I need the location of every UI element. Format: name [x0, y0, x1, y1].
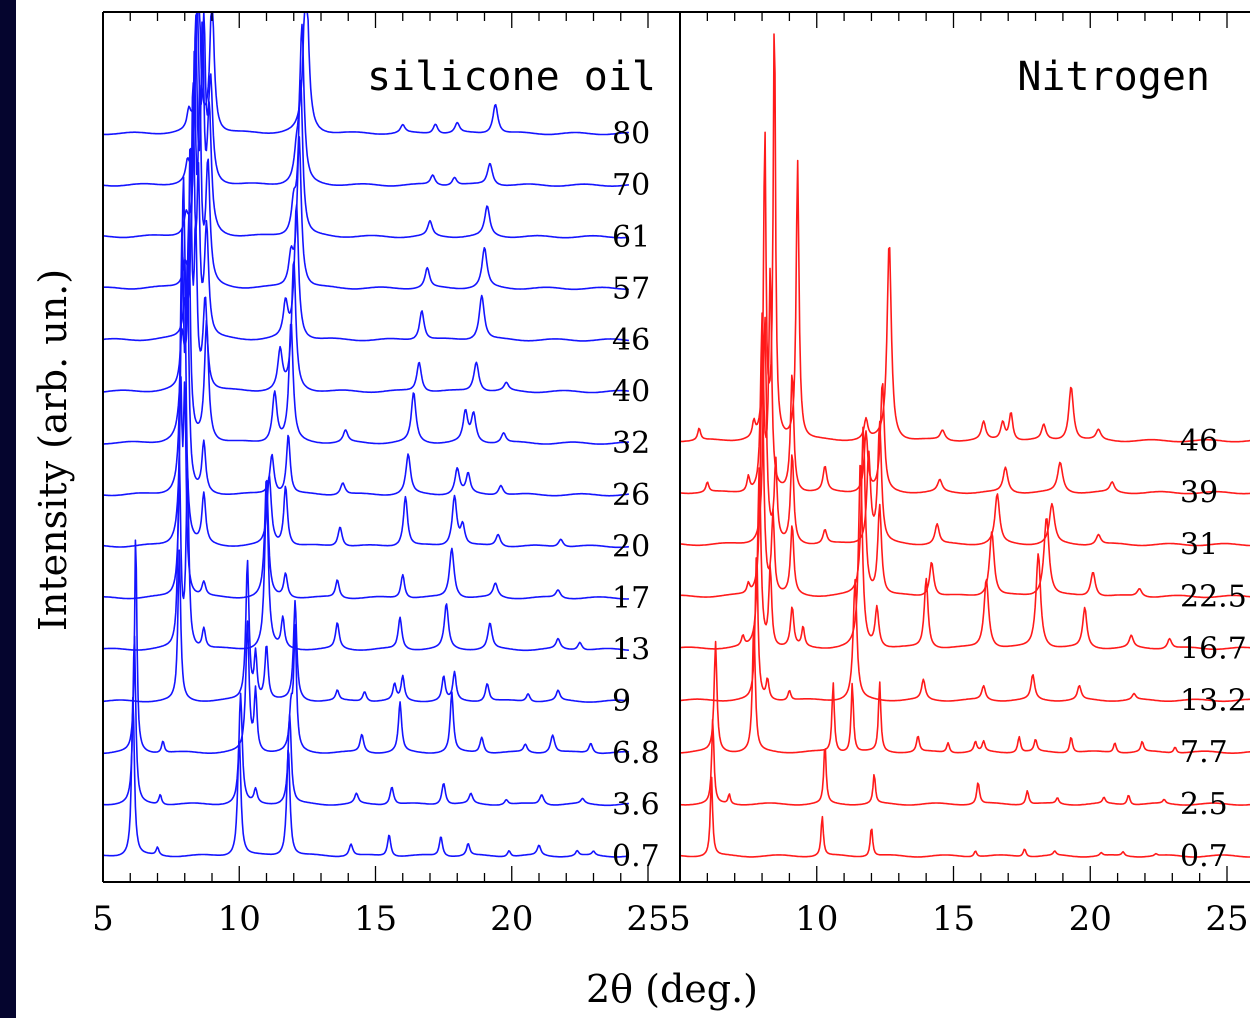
pattern-silicone-80: [103, 11, 629, 136]
pressure-label: 40: [612, 375, 650, 410]
pattern-silicone-0.7: [103, 696, 629, 858]
x-tick-label: 5: [92, 899, 114, 939]
pressure-label: 20: [612, 529, 650, 564]
pattern-silicone-6.8: [103, 539, 629, 755]
pattern-silicone-57: [103, 50, 629, 291]
x-tick-label: 10: [218, 899, 261, 939]
panel-title-nitrogen: Nitrogen: [1017, 54, 1210, 100]
pattern-nitrogen-39: [679, 267, 1250, 495]
pressure-label: 61: [612, 220, 650, 255]
plot-background: [16, 0, 1250, 1018]
pressure-label: 0.7: [1180, 839, 1228, 874]
pressure-label: 0.7: [612, 839, 660, 874]
pattern-nitrogen-0.7: [679, 776, 1250, 858]
x-tick-label: 25: [1205, 899, 1248, 939]
pattern-nitrogen-16.7: [679, 464, 1250, 651]
y-axis-title: Intensity (arb. un.): [31, 269, 75, 631]
x-tick-label: 15: [932, 899, 975, 939]
pressure-label: 46: [1180, 424, 1218, 459]
pattern-silicone-32: [103, 176, 629, 445]
pressure-label: 17: [612, 581, 650, 616]
pattern-silicone-26: [102, 228, 629, 497]
pattern-nitrogen-7.7: [679, 625, 1250, 754]
axes: [102, 11, 1250, 883]
pattern-silicone-61: [103, 14, 629, 239]
pressure-label: 70: [612, 168, 650, 203]
pressure-label: 22.5: [1180, 580, 1247, 615]
pressure-label: 46: [612, 323, 650, 358]
diffraction-patterns: [102, 11, 1250, 858]
x-tick-label: 10: [795, 899, 838, 939]
pressure-label: 80: [612, 117, 650, 152]
x-tick-label: 15: [354, 899, 397, 939]
pattern-nitrogen-2.5: [679, 718, 1250, 806]
x-tick-label: 20: [490, 899, 533, 939]
pattern-silicone-9: [102, 549, 629, 703]
text-labels: 0.7 3.6 6.8 9 13 17 20 26 32 40 46 57 61 70 80 silicone…: [31, 54, 1249, 1011]
pattern-silicone-13: [102, 451, 629, 652]
x-tick-label: 5: [669, 899, 691, 939]
pattern-silicone-3.6: [103, 635, 629, 807]
pressure-label: 57: [612, 271, 650, 306]
pressure-label: 13: [612, 633, 650, 668]
pressure-label: 9: [612, 684, 631, 719]
pressure-label: 32: [612, 426, 650, 461]
pressure-label: 6.8: [612, 736, 660, 771]
pattern-silicone-17: [103, 376, 629, 600]
panel-title-silicone: silicone oil: [367, 54, 656, 100]
pattern-nitrogen-22.5: [680, 364, 1250, 599]
pressure-label: 13.2: [1180, 683, 1247, 718]
pattern-nitrogen-13.2: [679, 557, 1250, 703]
pattern-silicone-20: [103, 256, 629, 549]
pressure-label: 26: [612, 478, 650, 513]
pressure-label: 7.7: [1180, 735, 1228, 770]
pattern-nitrogen-31: [679, 316, 1250, 547]
x-tick-label: 25: [626, 899, 669, 939]
pattern-silicone-40: [102, 147, 629, 394]
pattern-silicone-70: [102, 11, 629, 187]
pattern-nitrogen-46: [680, 33, 1250, 443]
pressure-label: 39: [1180, 476, 1218, 511]
x-tick-label: 20: [1069, 899, 1112, 939]
x-axis-title: 2θ (deg.): [586, 967, 758, 1011]
pressure-label: 31: [1180, 528, 1218, 563]
pressure-label: 3.6: [612, 787, 660, 822]
pressure-label: 2.5: [1180, 787, 1228, 822]
pressure-label: 16.7: [1180, 631, 1247, 666]
